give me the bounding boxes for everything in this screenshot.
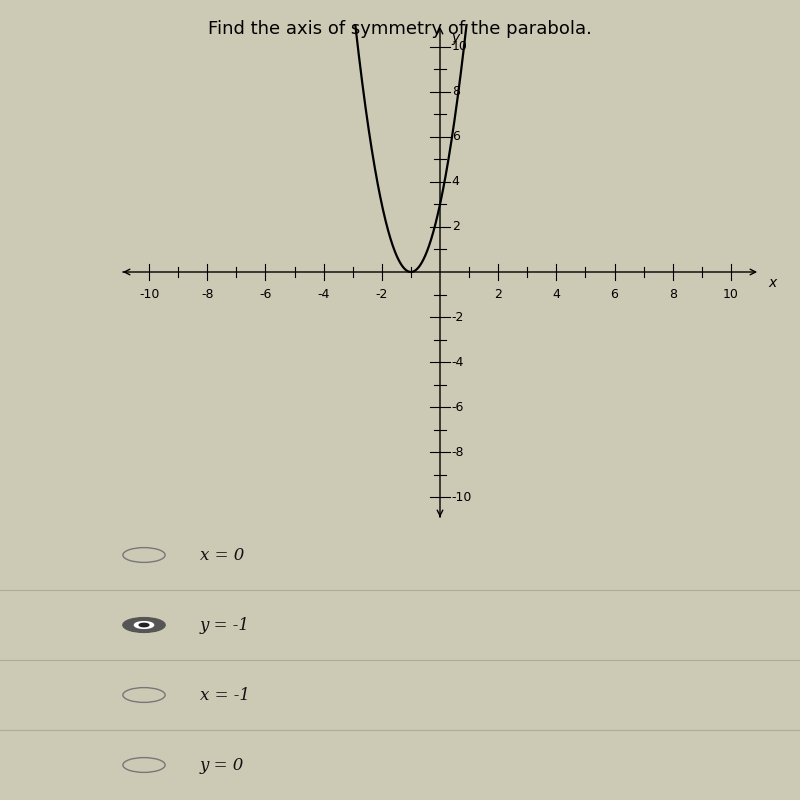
Text: -10: -10 [452,491,472,504]
Text: -10: -10 [139,288,159,301]
Text: -4: -4 [452,356,464,369]
Text: 4: 4 [452,175,459,188]
Text: Find the axis of symmetry of the parabola.: Find the axis of symmetry of the parabol… [208,20,592,38]
Text: 8: 8 [669,288,677,301]
Text: y = 0: y = 0 [200,757,244,774]
Text: 6: 6 [610,288,618,301]
Text: y = -1: y = -1 [200,617,250,634]
Text: x: x [769,276,777,290]
Text: -2: -2 [452,310,464,323]
Text: -2: -2 [376,288,388,301]
Circle shape [123,618,165,632]
Text: -6: -6 [452,401,464,414]
Text: -6: -6 [259,288,272,301]
Text: x = -1: x = -1 [200,686,250,703]
Text: 2: 2 [452,221,459,234]
Text: 4: 4 [553,288,560,301]
Text: 8: 8 [452,85,460,98]
Text: 6: 6 [452,130,459,143]
Text: -4: -4 [318,288,330,301]
Text: y: y [452,30,460,45]
Text: -8: -8 [201,288,214,301]
Text: x = 0: x = 0 [200,546,244,563]
Text: 2: 2 [494,288,502,301]
Circle shape [134,622,154,628]
Circle shape [139,623,149,626]
Text: 10: 10 [723,288,739,301]
Text: 10: 10 [452,40,467,53]
Text: -8: -8 [452,446,464,459]
